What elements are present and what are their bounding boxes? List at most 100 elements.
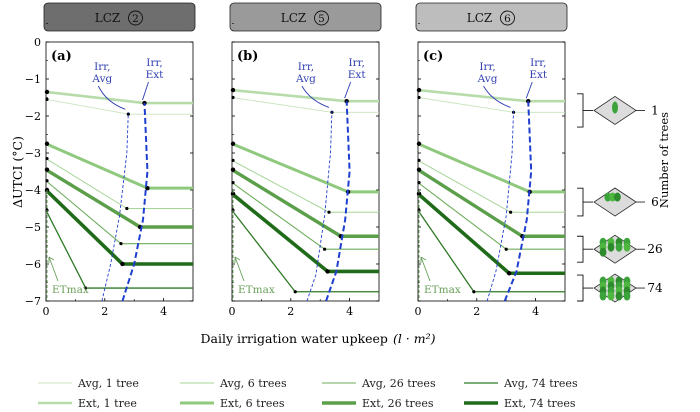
- legend-label: Ext, 26 trees: [362, 397, 434, 410]
- legend-item: Ext, 1 tree: [38, 397, 137, 410]
- tree-icon: [623, 291, 631, 301]
- x-axis-label-text: Daily irrigation water upkeep: [201, 331, 388, 346]
- series-marker: [416, 141, 422, 146]
- tree-icon: [609, 192, 616, 202]
- etmax-arrow: [234, 256, 245, 282]
- tree-icon: [615, 242, 623, 252]
- x-tick-label: 0: [229, 305, 236, 318]
- tree-icon: [623, 242, 631, 252]
- tree-icon: [599, 291, 607, 301]
- series-marker: [45, 156, 49, 161]
- series-marker: [416, 87, 422, 93]
- tree-group-74: 74: [577, 273, 663, 303]
- panel-label: (b): [237, 49, 258, 64]
- irr-ext-arrow: [344, 81, 352, 99]
- irrigation-curves: [306, 101, 351, 302]
- series-marker: [504, 247, 508, 251]
- irr-avg-annotation: Irr, Avg: [91, 61, 112, 85]
- tree-diamond-icon: [593, 187, 637, 217]
- legend-label: Avg, 26 trees: [361, 377, 436, 390]
- annotation-line: Irr,: [146, 57, 162, 69]
- tree-icon: [615, 291, 623, 301]
- tree-count-groups: 1 6 26 74: [577, 93, 663, 303]
- y-axis-label: ΔUTCI (°C): [10, 136, 25, 208]
- x-tick-label: 4: [532, 305, 539, 318]
- series-marker: [416, 167, 422, 172]
- y-tick-label: −5: [25, 221, 41, 234]
- irr-avg-arrow: [97, 85, 126, 110]
- series-marker: [45, 97, 49, 101]
- irr-ext-annotation: Irr, Ext: [529, 57, 548, 81]
- irrigation-curves: [486, 101, 533, 302]
- legend-item: Ext, 74 trees: [464, 397, 576, 410]
- irr-ext-curve: [503, 101, 533, 302]
- tree-icon: [607, 242, 615, 252]
- lcz-circle-marker: [500, 10, 515, 26]
- tree-group-1: 1: [577, 93, 659, 128]
- irr-avg-annotation: Irr, Avg: [477, 61, 498, 85]
- annotation-line: Avg: [91, 73, 112, 85]
- series-marker: [120, 261, 125, 267]
- x-tick-label: 2: [473, 305, 480, 318]
- tree-bracket: [577, 187, 593, 217]
- legend-item: Ext, 26 trees: [322, 397, 434, 410]
- irrigation-curves: [101, 103, 149, 302]
- irr-avg-curve: [486, 110, 514, 302]
- irr-annotations: Irr, Avg Irr, Ext: [477, 57, 548, 108]
- panel-header: LCZ 2: [43, 2, 196, 32]
- y-tick-label: −2: [25, 110, 41, 123]
- tree-icon: [607, 291, 615, 301]
- series-marker: [45, 179, 49, 183]
- etmax-annotation: ETmax: [48, 256, 89, 296]
- irr-ext-arrow: [142, 81, 149, 101]
- legend-label: Avg, 74 trees: [503, 377, 578, 390]
- panel-label: (c): [423, 49, 443, 64]
- y-tick-label: −6: [25, 258, 41, 271]
- tree-count-label: 74: [647, 281, 663, 295]
- legend-item: Avg, 1 tree: [38, 377, 139, 390]
- annotation-line: Irr,: [530, 57, 546, 69]
- panel-header: LCZ 6: [415, 2, 568, 32]
- panel-header-title: LCZ: [281, 11, 307, 25]
- series-marker: [44, 167, 50, 172]
- series-marker: [506, 271, 512, 276]
- legend-item: Avg, 6 trees: [180, 377, 287, 390]
- y-tick-label: −3: [25, 147, 41, 160]
- irr-ext-annotation: Irr, Ext: [146, 57, 165, 81]
- tree-count-label: 6: [651, 195, 659, 209]
- tree-group-26: 26: [577, 234, 663, 264]
- legend-item: Avg, 74 trees: [464, 377, 578, 390]
- series-marker: [325, 269, 330, 274]
- series-marker: [125, 206, 129, 211]
- etmax-annotation: ETmax: [420, 256, 461, 296]
- legend: Avg, 1 tree Avg, 6 trees Avg, 26 trees Avg,…: [38, 377, 578, 410]
- irr-avg-arrow: [483, 85, 511, 108]
- tree-bracket: [577, 93, 593, 128]
- legend-item: Avg, 26 trees: [322, 377, 436, 390]
- etmax-arrow: [48, 256, 59, 282]
- tree-count-label: 1: [651, 103, 659, 117]
- y-tick-label: −7: [25, 295, 41, 308]
- series-marker: [417, 181, 421, 185]
- lcz-number: 6: [504, 13, 511, 25]
- irr-ext-arrow: [525, 81, 533, 99]
- lcz-circle-marker: [128, 10, 143, 26]
- legend-label: Avg, 6 trees: [219, 377, 287, 390]
- series-marker: [416, 191, 422, 196]
- y-tick-label: −1: [25, 73, 41, 86]
- x-axis-label: Daily irrigation water upkeep (l · m²): [201, 331, 436, 346]
- lcz-number: 2: [132, 13, 139, 25]
- series-marker: [44, 89, 50, 95]
- annotation-line: Irr,: [348, 57, 364, 69]
- series-marker: [472, 290, 476, 294]
- irr-avg-annotation: Irr, Avg: [295, 61, 316, 85]
- series-marker: [293, 290, 297, 294]
- etmax-label: ETmax: [424, 284, 461, 296]
- panel-header-box: [415, 2, 568, 32]
- series-marker: [417, 158, 421, 162]
- axis-texts: ΔUTCI (°C) Daily irrigation water upkeep…: [10, 112, 671, 346]
